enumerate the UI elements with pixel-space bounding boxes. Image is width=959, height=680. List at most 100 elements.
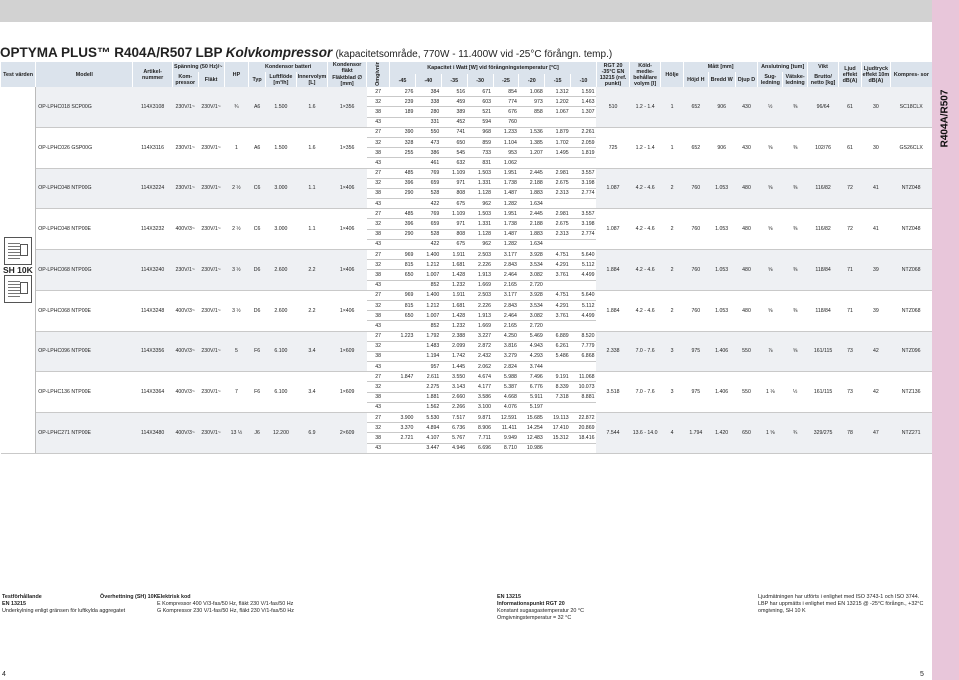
capacity-value: 603 — [467, 96, 494, 108]
capacity-value: 1.881 — [415, 392, 442, 403]
top-band — [0, 0, 959, 22]
ambient-temp: 43 — [366, 443, 390, 454]
height: 760 — [683, 290, 709, 332]
capacity-value: 4.107 — [415, 432, 442, 444]
condensing-unit-icon — [3, 274, 32, 303]
capacity-value: 3.744 — [518, 361, 545, 373]
condensing-unit-icon — [3, 236, 32, 265]
footer-rgt: EN 13215 Informationspunkt RGT 20 Konsta… — [497, 594, 584, 622]
ambient-temp: 43 — [366, 239, 390, 251]
capacity-value: 1.792 — [415, 331, 442, 342]
capacity-value: 2.432 — [467, 351, 494, 363]
depth: 430 — [735, 87, 758, 128]
ambient-temp: 43 — [366, 157, 390, 169]
airflow: 3.000 — [265, 208, 297, 250]
capacity-value: 422 — [415, 239, 442, 251]
liquid-line: ½ — [782, 371, 808, 413]
capacity-value: 4.291 — [544, 259, 571, 271]
fan-blade: 1×406 — [327, 208, 367, 250]
capacity-value: 7.496 — [518, 371, 545, 383]
capacity-value: 5.640 — [570, 249, 597, 261]
capacity-value: 854 — [493, 87, 519, 98]
table-row: 43 852 1.232 1.669 2.165 2.720 — [1, 320, 933, 332]
article-number: 114X3240 — [132, 249, 173, 291]
table-row: SH 10K OP-LPHC018 SCP00G 114X3108 230V/1~ 23… — [0, 87, 932, 454]
footer-c4-ambient: Omgivningstemperatur = 32 °C — [497, 615, 572, 621]
capacity-value: 1.634 — [518, 198, 545, 210]
capacity-value: 422 — [415, 198, 442, 210]
table-row: 43 1.562 2.266 3.100 4.076 5.197 — [1, 402, 933, 414]
capacity-value: 650 — [389, 310, 416, 322]
capacity-value: 1.202 — [544, 96, 571, 108]
capacity-value: 3.370 — [389, 422, 416, 434]
capacity-value — [389, 381, 416, 393]
capacity-value: 2.226 — [467, 300, 494, 312]
suction-line: ⅝ — [757, 249, 783, 291]
footer-c1-std: EN 13215 — [2, 601, 26, 607]
capacity-value: 1.487 — [493, 229, 519, 240]
page-number-right: 5 — [920, 671, 924, 678]
capacity-value: 1.738 — [493, 178, 519, 189]
table-row: OP-LPHC068 NTP00G 114X3240 230V/1~ 230V/1~ 3… — [1, 249, 932, 291]
ambient-temp: 38 — [366, 147, 390, 159]
capacity-value — [389, 361, 416, 373]
capacity-value: 9.191 — [544, 371, 571, 383]
capacity-value — [544, 361, 571, 373]
capacity-value: 2.275 — [415, 381, 442, 393]
footer-superheat: Överhettning (SH) 10K — [100, 594, 158, 601]
housing: 3 — [660, 371, 684, 413]
hp-value: 1 — [224, 127, 249, 169]
title-product: OPTYMA PLUS™ R404A/R507 — [0, 45, 193, 60]
capacity-value: 2.843 — [493, 300, 519, 312]
capacity-value: 1.282 — [493, 239, 519, 251]
capacity-value: 545 — [441, 147, 468, 159]
capacity-value: 1.483 — [415, 341, 442, 352]
width: 1.053 — [708, 168, 736, 210]
capacity-value: 1.819 — [570, 147, 597, 159]
table-row: OP-LPHC048 NTP00G 114X3224 230V/1~ 230V/1~ 2… — [1, 168, 932, 210]
capacity-value: 15.312 — [544, 432, 571, 444]
capacity-value: 1.634 — [518, 239, 545, 251]
voltage-compressor: 400V/3~ — [172, 331, 199, 373]
weight: 161/115 — [807, 331, 839, 373]
capacity-value: 2.981 — [544, 208, 571, 220]
liquid-line: ⅜ — [782, 168, 808, 210]
capacity-value: 2.165 — [493, 320, 519, 332]
capacity-value: 2.611 — [415, 371, 442, 383]
capacity-value: 485 — [389, 168, 416, 179]
table-row: OP-LPHC048 NTP00E 114X3232 400V/3~ 230V/1~ 2… — [1, 208, 932, 250]
article-number: 114X3356 — [132, 331, 173, 373]
capacity-value: 769 — [415, 168, 442, 179]
capacity-value: 594 — [467, 117, 494, 128]
compressor-model: NTZ048 — [890, 208, 932, 250]
depth: 480 — [735, 290, 758, 332]
capacity-value: 1.879 — [544, 127, 571, 138]
suction-line: 1 ⅝ — [757, 412, 783, 454]
capacity-value: 2.388 — [441, 331, 468, 342]
capacity-value: 3.100 — [467, 402, 494, 414]
table-row: OP-LPHC136 NTP00E 114X3364 400V/3~ 230V/1~ 7… — [1, 371, 932, 413]
voltage-compressor: 230V/1~ — [172, 249, 199, 291]
width: 906 — [708, 87, 736, 128]
inner-volume: 1.1 — [296, 168, 328, 210]
capacity-value: 1.104 — [493, 137, 519, 149]
capacity-value: 3.198 — [570, 218, 597, 230]
capacity-value: 1.307 — [570, 106, 597, 118]
capacity-value: 521 — [467, 106, 494, 118]
col-kapacitet: Kapacitet i Watt [W] vid förångningstemp… — [389, 62, 597, 74]
voltage-compressor: 230V/1~ — [172, 87, 199, 128]
capacity-value: 675 — [441, 239, 468, 251]
voltage-compressor: 400V/3~ — [172, 208, 199, 250]
ambient-temp: 32 — [366, 259, 390, 271]
capacity-value: 390 — [389, 127, 416, 138]
depth: 550 — [735, 371, 758, 413]
capacity-value — [389, 280, 416, 291]
article-number: 114X3232 — [132, 208, 173, 250]
table-row: 38 1.194 1.742 2.432 3.279 4.293 5.486 6.868 — [1, 351, 933, 363]
capacity-value: 2.660 — [441, 392, 468, 403]
col-hp: HP — [223, 62, 249, 87]
rgt-value: 1.884 — [596, 249, 630, 291]
table-row: 32 239 338 459 603 774 973 1.202 1.463 — [1, 96, 933, 108]
capacity-value: 8.710 — [493, 443, 519, 454]
capacity-value: 473 — [415, 137, 442, 149]
